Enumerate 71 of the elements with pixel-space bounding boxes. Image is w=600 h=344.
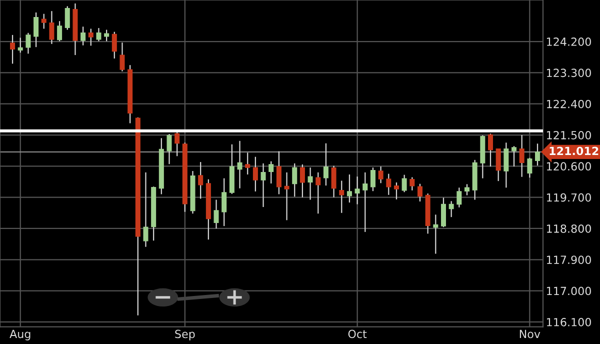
y-tick-label: 118.800 xyxy=(547,224,591,233)
candlestick xyxy=(276,150,282,195)
candlestick xyxy=(410,176,415,191)
candlestick xyxy=(464,184,470,196)
candlestick xyxy=(440,197,446,228)
candlestick xyxy=(394,182,399,200)
candlestick xyxy=(18,37,23,54)
candlestick xyxy=(456,187,462,208)
candlestick xyxy=(120,42,125,72)
y-tick-label: 120.600 xyxy=(547,162,591,171)
candlestick xyxy=(260,162,266,208)
candlestick xyxy=(496,148,501,182)
candlestick xyxy=(112,31,117,60)
candlestick xyxy=(448,200,454,218)
candlestick xyxy=(88,28,94,46)
candlestick xyxy=(308,167,313,200)
candlestick xyxy=(268,160,274,184)
candlestick xyxy=(370,167,376,192)
candlestick xyxy=(527,157,532,178)
candlestick xyxy=(402,174,407,193)
x-tick-label: Nov xyxy=(520,330,540,338)
x-tick-label: Aug xyxy=(10,330,30,340)
candlestick xyxy=(245,152,250,176)
candlestick xyxy=(41,13,46,30)
ref-line-label: 121.012 xyxy=(550,146,598,156)
candlestick xyxy=(49,10,54,45)
candlestick xyxy=(104,29,110,42)
candlestick xyxy=(354,176,360,205)
candlestick xyxy=(166,133,172,165)
candlestick xyxy=(80,26,86,46)
x-tick-label: Sep xyxy=(175,330,195,340)
candlestick xyxy=(214,199,219,230)
candlestick xyxy=(143,172,148,248)
candlestick xyxy=(339,180,344,214)
candlestick xyxy=(488,133,494,168)
candlestick xyxy=(284,172,290,221)
candlestick xyxy=(417,183,422,202)
candlestick xyxy=(519,134,524,178)
candlestick xyxy=(198,161,204,200)
candlestick xyxy=(386,173,392,196)
y-tick-label: 124.200 xyxy=(547,38,591,46)
candlestick xyxy=(174,132,180,157)
candlestick xyxy=(96,27,102,42)
candlestick xyxy=(504,142,509,188)
candlestick xyxy=(292,162,298,198)
candlestick xyxy=(535,143,540,166)
x-tick-label: Oct xyxy=(348,330,367,338)
y-tick-label: 122.400 xyxy=(547,100,591,108)
candlestick xyxy=(323,142,328,186)
candlestick xyxy=(346,174,352,204)
candlestick xyxy=(57,20,62,42)
y-tick-label: 117.000 xyxy=(547,286,591,296)
candlestick xyxy=(26,32,31,54)
candlestick xyxy=(362,172,368,232)
candlestick xyxy=(237,140,242,189)
candlestick xyxy=(222,178,227,227)
candlestick xyxy=(316,172,321,214)
y-tick-label: 121.500 xyxy=(547,130,591,140)
candlestick xyxy=(10,34,16,64)
candlestick xyxy=(331,165,336,198)
y-tick-label: 116.100 xyxy=(547,318,591,326)
y-tick-label: 119.700 xyxy=(547,193,591,202)
candlestick xyxy=(64,6,70,30)
candlestick xyxy=(34,12,39,48)
candlestick xyxy=(252,156,258,192)
candlestick xyxy=(378,166,384,184)
candlestick xyxy=(300,164,305,198)
y-tick-label: 117.900 xyxy=(547,256,591,264)
candlestick xyxy=(433,214,438,254)
y-tick-label: 123.300 xyxy=(547,68,591,78)
candlestick xyxy=(512,146,517,168)
